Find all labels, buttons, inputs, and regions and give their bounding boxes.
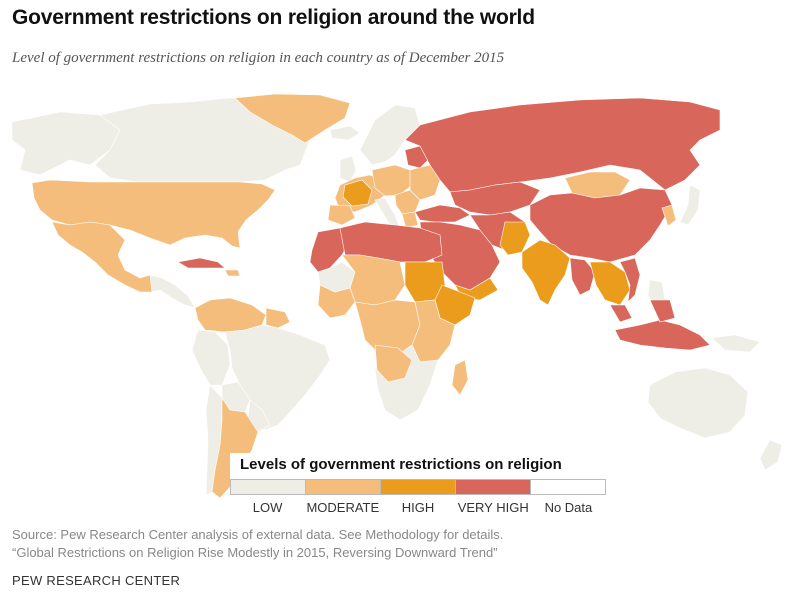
region-vietnam [619,257,641,303]
legend-label-high: HIGH [401,500,435,515]
region-greece [401,211,419,229]
region-japan [679,184,701,226]
legend-label-very-high: VERY HIGH [457,500,529,515]
region-southeast-asia [589,261,631,306]
legend-label-low: LOW [252,500,283,515]
legend-label-moderate: MODERATE [306,500,380,515]
region-spain [327,204,356,226]
region-west-africa [317,284,356,319]
legend-title: Levels of government restrictions on rel… [240,456,562,473]
region-belarus-baltics [404,145,429,169]
region-angola-zambia [374,344,413,383]
source-line-2: “Global Restrictions on Religion Rise Mo… [12,545,498,560]
region-alaska [11,111,121,176]
region-guianas [265,307,291,329]
region-paraguay-uruguay [247,399,271,433]
region-australia [647,367,749,439]
region-new-zealand [759,439,783,471]
legend-swatch-very-high [456,480,531,494]
region-ecuador-peru [191,329,231,386]
map-legend: Levels of government restrictions on rel… [230,453,606,515]
legend-swatch-moderate [306,480,381,494]
region-central-europe [371,164,413,197]
region-madagascar [451,359,469,396]
region-central-america [149,274,196,309]
region-malaysia [609,304,633,323]
region-france [342,179,373,207]
chart-subtitle: Level of government restrictions on reli… [12,50,505,66]
region-cuba [177,257,226,269]
region-indonesia [614,319,711,351]
legend-swatch-high [381,480,456,494]
source-line-1: Source: Pew Research Center analysis of … [12,527,504,542]
region-uk [339,155,357,183]
region-russia [404,97,721,193]
legend-swatch-no-data [531,480,605,494]
world-map [0,82,800,514]
publisher-credit: PEW RESEARCH CENTER [12,573,181,588]
region-iceland [329,125,361,141]
region-greenland [234,93,351,144]
region-korea [661,204,677,227]
region-turkey-caucasus [414,204,471,223]
region-indonesia-islands [649,299,676,323]
region-png [711,334,761,353]
region-caribbean [224,269,241,277]
chart-title: Government restrictions on religion arou… [12,6,535,29]
region-china [529,187,673,263]
region-east-africa [411,299,456,363]
legend-labels: LOW MODERATE HIGH VERY HIGH No Data [230,500,606,515]
legend-color-bar [230,479,606,495]
legend-label-no-data: No Data [544,500,593,515]
legend-swatch-low [231,480,306,494]
source-note: Source: Pew Research Center analysis of … [12,526,503,562]
region-india [521,239,571,306]
region-bangladesh-myanmar [569,257,596,296]
